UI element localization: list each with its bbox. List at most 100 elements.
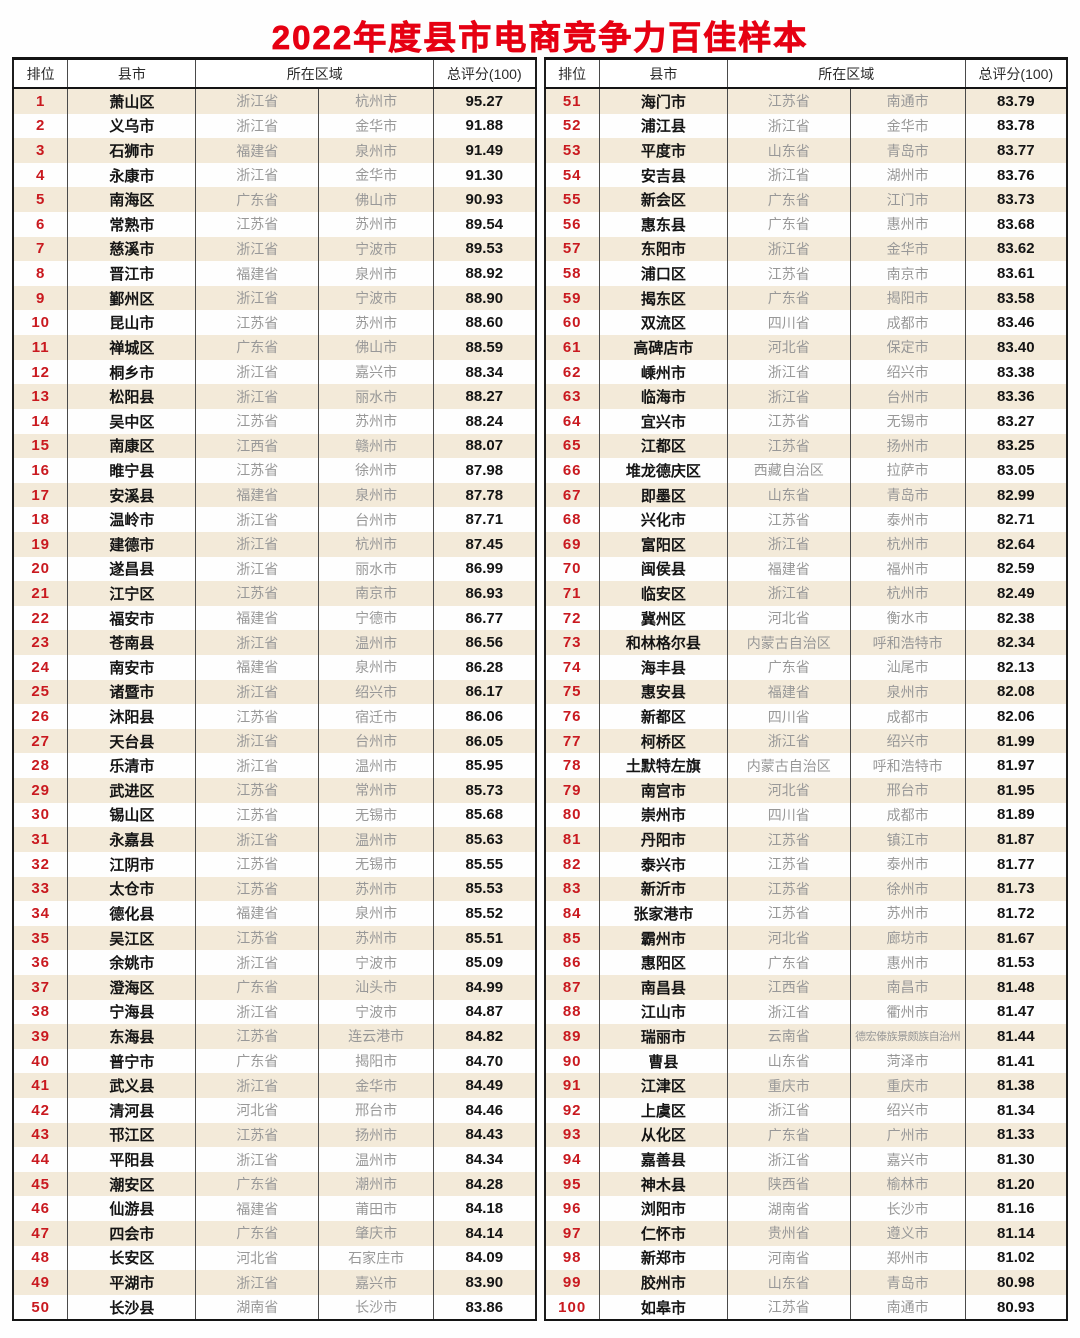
city-cell: 衢州市 — [849, 999, 966, 1025]
rank-cell: 50 — [31, 1298, 51, 1316]
province-cell: 浙江省 — [195, 728, 319, 754]
score-cell: 86.93 — [433, 581, 536, 606]
table-row: 11 禅城区 广东省 佛山市 88.59 — [13, 335, 536, 360]
county-cell: 新沂市 — [598, 876, 728, 902]
city-cell: 宁波市 — [318, 950, 434, 975]
rank-cell: 72 — [562, 609, 582, 627]
table-row: 95 神木县 陕西省 榆林市 81.20 — [544, 1171, 1067, 1197]
score-cell: 81.89 — [964, 802, 1067, 828]
province-cell: 浙江省 — [195, 162, 319, 188]
score-cell: 84.49 — [433, 1073, 536, 1098]
city-cell: 石家庄市 — [318, 1245, 434, 1271]
county-cell: 浦江县 — [598, 113, 728, 139]
score-cell: 82.49 — [964, 581, 1067, 606]
score-cell: 83.73 — [964, 187, 1067, 213]
score-cell: 95.27 — [433, 88, 536, 114]
county-cell: 即墨区 — [598, 482, 728, 508]
province-cell: 河北省 — [726, 925, 851, 951]
score-cell: 81.30 — [964, 1147, 1067, 1172]
rank-cell: 18 — [31, 511, 51, 529]
county-cell: 松阳县 — [67, 384, 196, 409]
county-cell: 德化县 — [67, 901, 196, 926]
score-cell: 84.87 — [433, 999, 536, 1025]
score-cell: 82.38 — [964, 605, 1067, 631]
rank-cell: 69 — [562, 535, 582, 553]
score-cell: 81.67 — [964, 925, 1067, 951]
score-cell: 82.59 — [964, 556, 1067, 582]
city-cell: 南京市 — [849, 261, 966, 286]
score-cell: 84.28 — [433, 1171, 536, 1197]
table-row: 64 宜兴市 江苏省 无锡市 83.27 — [545, 408, 1067, 434]
county-cell: 晋江市 — [67, 261, 196, 286]
score-cell: 84.70 — [433, 1048, 536, 1074]
province-cell: 福建省 — [195, 1196, 319, 1222]
table-row: 13 松阳县 浙江省 丽水市 88.27 — [13, 384, 536, 409]
province-cell: 福建省 — [726, 679, 851, 705]
score-cell: 83.36 — [964, 384, 1067, 409]
province-cell: 福建省 — [726, 556, 851, 582]
rank-cell: 32 — [31, 855, 51, 873]
rank-cell: 100 — [558, 1298, 587, 1316]
table-row: 18 温岭市 浙江省 台州市 87.71 — [13, 507, 536, 532]
rank-cell: 63 — [562, 388, 582, 406]
province-cell: 西藏自治区 — [726, 458, 851, 483]
score-cell: 86.56 — [433, 630, 536, 656]
county-cell: 永嘉县 — [67, 827, 196, 852]
col-header-region: 所在区域 — [195, 58, 434, 89]
table-row: 88 江山市 浙江省 衢州市 81.47 — [545, 999, 1067, 1025]
province-cell: 重庆市 — [726, 1073, 851, 1098]
city-cell: 苏州市 — [318, 925, 434, 951]
province-cell: 浙江省 — [726, 1097, 851, 1123]
province-cell: 广东省 — [195, 974, 319, 1000]
city-cell: 福州市 — [849, 556, 966, 582]
county-cell: 潮安区 — [67, 1171, 196, 1197]
county-cell: 海门市 — [598, 88, 728, 114]
table-row: 42 清河县 河北省 邢台市 84.46 — [13, 1097, 536, 1123]
rank-cell: 85 — [562, 929, 582, 947]
city-cell: 邢台市 — [849, 778, 966, 803]
city-cell: 金华市 — [318, 1073, 434, 1098]
county-cell: 神木县 — [598, 1171, 728, 1197]
province-cell: 江苏省 — [195, 581, 319, 606]
score-cell: 85.68 — [433, 802, 536, 828]
city-cell: 连云港市 — [318, 1024, 434, 1049]
province-cell: 广东省 — [195, 187, 319, 213]
province-cell: 云南省 — [726, 1024, 851, 1049]
col-header-region: 所在区域 — [726, 58, 966, 89]
rank-cell: 99 — [562, 1274, 582, 1292]
city-cell: 台州市 — [318, 507, 434, 532]
city-cell: 温州市 — [318, 630, 434, 656]
province-cell: 四川省 — [726, 704, 851, 729]
rank-cell: 26 — [31, 708, 51, 726]
city-cell: 无锡市 — [849, 408, 966, 434]
rank-cell: 21 — [31, 584, 51, 602]
score-cell: 81.77 — [964, 851, 1067, 877]
county-cell: 南安市 — [67, 655, 196, 680]
city-cell: 榆林市 — [849, 1171, 966, 1197]
province-cell: 浙江省 — [195, 507, 319, 532]
score-cell: 81.16 — [964, 1196, 1067, 1222]
score-cell: 80.93 — [964, 1294, 1067, 1321]
rank-cell: 49 — [31, 1274, 51, 1292]
county-cell: 江山市 — [598, 999, 728, 1025]
rank-cell: 95 — [562, 1175, 582, 1193]
county-cell: 临安区 — [598, 581, 728, 606]
rank-cell: 60 — [562, 314, 582, 332]
rank-cell: 71 — [562, 584, 582, 602]
city-cell: 杭州市 — [318, 531, 434, 557]
score-cell: 82.13 — [964, 655, 1067, 680]
county-cell: 瑞丽市 — [598, 1024, 728, 1049]
county-cell: 张家港市 — [598, 901, 728, 926]
score-cell: 88.59 — [433, 335, 536, 360]
county-cell: 临海市 — [598, 384, 728, 409]
table-row: 84 张家港市 江苏省 苏州市 81.72 — [545, 901, 1067, 926]
province-cell: 江苏省 — [726, 261, 851, 286]
rank-cell: 80 — [562, 806, 582, 824]
rank-cell: 61 — [562, 338, 582, 356]
table-row: 93 从化区 广东省 广州市 81.33 — [544, 1122, 1067, 1148]
county-cell: 天台县 — [67, 728, 196, 754]
province-cell: 江苏省 — [195, 802, 319, 828]
rank-cell: 67 — [562, 486, 582, 504]
score-cell: 81.14 — [964, 1221, 1067, 1246]
city-cell: 丽水市 — [318, 556, 434, 582]
